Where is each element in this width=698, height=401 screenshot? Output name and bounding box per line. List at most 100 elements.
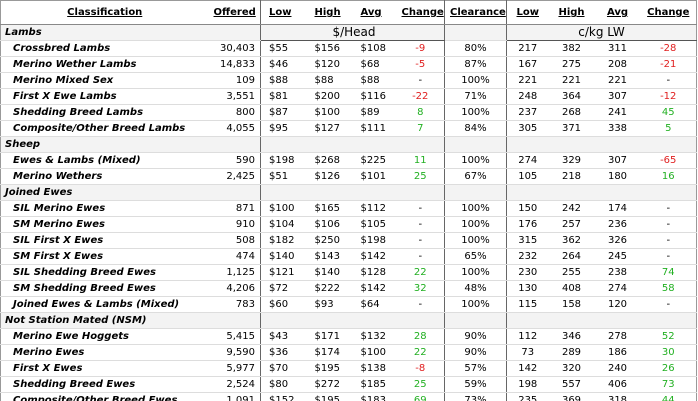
data-cell: $100 bbox=[352, 344, 397, 361]
data-cell: 307 bbox=[594, 88, 641, 105]
classification: SM First X Ewes bbox=[0, 248, 209, 265]
empty-cell bbox=[396, 184, 445, 201]
data-cell: $108 bbox=[352, 40, 397, 57]
data-cell: 5,415 bbox=[208, 328, 261, 345]
data-cell: 150 bbox=[506, 200, 549, 217]
data-cell: $100 bbox=[306, 104, 353, 121]
empty-cell bbox=[640, 312, 697, 329]
data-cell: 5 bbox=[640, 120, 697, 137]
classification: Shedding Breed Lambs bbox=[0, 104, 209, 121]
data-cell: 245 bbox=[594, 248, 641, 265]
empty-cell bbox=[594, 184, 641, 201]
data-cell: 406 bbox=[594, 376, 641, 393]
section-name: Joined Ewes bbox=[0, 184, 209, 201]
data-cell: $126 bbox=[306, 168, 353, 185]
data-cell: 474 bbox=[208, 248, 261, 265]
empty-cell bbox=[260, 184, 307, 201]
data-cell: 364 bbox=[548, 88, 595, 105]
data-cell: $195 bbox=[306, 360, 353, 377]
column-header: Change bbox=[640, 0, 697, 25]
data-cell: 32 bbox=[396, 280, 445, 297]
section-name: Lambs bbox=[0, 24, 209, 41]
section-row: Not Station Mated (NSM) bbox=[0, 312, 697, 329]
data-row: SIL First X Ewes 508 $182 $250 $198-100% 315 3… bbox=[0, 232, 697, 249]
data-cell: 382 bbox=[548, 40, 595, 57]
data-cell: 30 bbox=[640, 344, 697, 361]
data-cell: 109 bbox=[208, 72, 261, 89]
data-cell: 9,590 bbox=[208, 344, 261, 361]
data-cell: $120 bbox=[306, 56, 353, 73]
data-cell: 52 bbox=[640, 328, 697, 345]
data-cell: 112 bbox=[506, 328, 549, 345]
empty-cell bbox=[306, 136, 353, 153]
data-cell: 221 bbox=[506, 72, 549, 89]
data-cell: 241 bbox=[594, 104, 641, 121]
column-header: High bbox=[548, 0, 595, 25]
classification: Composite/Other Breed Ewes bbox=[0, 392, 209, 401]
data-row: SM Merino Ewes 910 $104 $106 $105-100% 176 257… bbox=[0, 216, 697, 233]
data-cell: 217 bbox=[506, 40, 549, 57]
data-cell: $132 bbox=[352, 328, 397, 345]
data-cell: 73 bbox=[640, 376, 697, 393]
classification: Shedding Breed Ewes bbox=[0, 376, 209, 393]
data-cell: 326 bbox=[594, 232, 641, 249]
data-cell: $128 bbox=[352, 264, 397, 281]
data-cell: 45 bbox=[640, 104, 697, 121]
data-cell: $165 bbox=[306, 200, 353, 217]
data-cell: - bbox=[396, 296, 445, 313]
data-cell: - bbox=[640, 296, 697, 313]
empty-cell bbox=[306, 184, 353, 201]
data-cell: $106 bbox=[306, 216, 353, 233]
data-cell: -22 bbox=[396, 88, 445, 105]
empty-cell bbox=[594, 136, 641, 153]
data-cell: 289 bbox=[548, 344, 595, 361]
data-cell: 7 bbox=[396, 120, 445, 137]
data-cell: -21 bbox=[640, 56, 697, 73]
data-cell: 4,055 bbox=[208, 120, 261, 137]
section-row: Lambs $/Head c/kg LW bbox=[0, 24, 697, 41]
empty-cell bbox=[208, 24, 261, 41]
data-cell: 100% bbox=[444, 216, 507, 233]
empty-cell bbox=[548, 136, 595, 153]
data-cell: 318 bbox=[594, 392, 641, 401]
data-cell: 59% bbox=[444, 376, 507, 393]
empty-cell bbox=[396, 136, 445, 153]
empty-cell bbox=[594, 312, 641, 329]
empty-cell bbox=[444, 136, 507, 153]
data-cell: 311 bbox=[594, 40, 641, 57]
data-cell: $138 bbox=[352, 360, 397, 377]
data-cell: 369 bbox=[548, 392, 595, 401]
data-cell: 11 bbox=[396, 152, 445, 169]
data-cell: 120 bbox=[594, 296, 641, 313]
empty-cell bbox=[548, 312, 595, 329]
data-cell: $70 bbox=[260, 360, 307, 377]
section-name: Sheep bbox=[0, 136, 209, 153]
data-cell: 257 bbox=[548, 216, 595, 233]
data-cell: - bbox=[640, 248, 697, 265]
data-cell: $183 bbox=[352, 392, 397, 401]
data-row: First X Ewes 5,977 $70 $195 $138 -8 57% 142 320 2… bbox=[0, 360, 697, 377]
empty-cell bbox=[444, 24, 507, 41]
data-cell: 2,524 bbox=[208, 376, 261, 393]
data-cell: 80% bbox=[444, 40, 507, 57]
data-cell: - bbox=[396, 248, 445, 265]
data-cell: $195 bbox=[306, 392, 353, 401]
data-cell: $80 bbox=[260, 376, 307, 393]
data-row: SIL Merino Ewes 871 $100 $165 $112-100% 150 24… bbox=[0, 200, 697, 217]
empty-cell bbox=[208, 312, 261, 329]
data-cell: 237 bbox=[506, 104, 549, 121]
classification: Merino Ewe Hoggets bbox=[0, 328, 209, 345]
data-cell: - bbox=[396, 216, 445, 233]
data-cell: 198 bbox=[506, 376, 549, 393]
data-cell: 362 bbox=[548, 232, 595, 249]
data-cell: 167 bbox=[506, 56, 549, 73]
data-cell: 58 bbox=[640, 280, 697, 297]
data-cell: $198 bbox=[352, 232, 397, 249]
data-cell: 255 bbox=[548, 264, 595, 281]
data-cell: $55 bbox=[260, 40, 307, 57]
data-cell: 22 bbox=[396, 264, 445, 281]
data-cell: 221 bbox=[594, 72, 641, 89]
data-cell: 371 bbox=[548, 120, 595, 137]
data-cell: $140 bbox=[306, 264, 353, 281]
